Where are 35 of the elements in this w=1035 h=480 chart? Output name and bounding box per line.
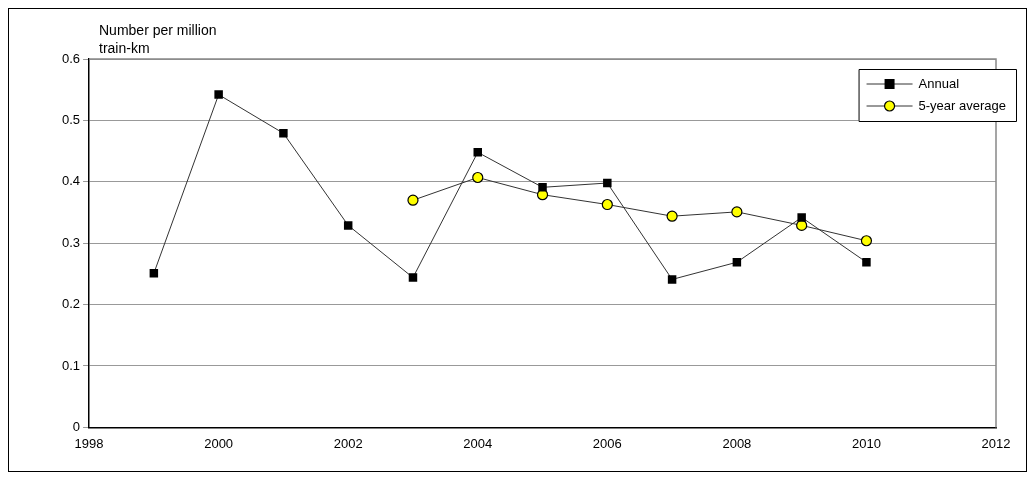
x-tick-label: 2002 xyxy=(333,435,363,451)
point xyxy=(797,213,806,222)
point xyxy=(731,206,743,218)
x-tick-label: 2010 xyxy=(851,435,881,451)
y-tick-label: 0.5 xyxy=(61,111,81,127)
y-tick-label: 0.4 xyxy=(61,173,81,189)
x-tick-label: 2008 xyxy=(722,435,752,451)
legend-label: Annual xyxy=(918,75,960,91)
point xyxy=(538,183,547,192)
y-tick-label: 0.3 xyxy=(61,234,81,250)
point xyxy=(149,269,159,278)
point xyxy=(603,178,612,188)
point xyxy=(862,257,871,267)
point xyxy=(860,235,873,247)
point xyxy=(279,129,288,138)
point xyxy=(473,148,482,157)
point xyxy=(407,194,419,206)
legend-label: 5-year average xyxy=(918,97,1007,113)
y-tick-label: 0.1 xyxy=(61,357,81,373)
point xyxy=(667,275,677,284)
point xyxy=(472,171,484,184)
x-tick-label: 2012 xyxy=(981,435,1011,451)
point xyxy=(408,273,418,282)
point xyxy=(214,90,223,99)
x-tick-label: 2004 xyxy=(463,435,493,451)
point xyxy=(601,198,613,211)
x-tick-label: 1998 xyxy=(74,435,104,451)
x-tick-label: 2006 xyxy=(592,435,622,451)
point xyxy=(343,221,353,230)
y-tick-label: 0.2 xyxy=(61,296,81,312)
y-axis-title: Number per million train-km xyxy=(99,21,217,57)
point xyxy=(666,210,678,222)
y-tick-label: 0 xyxy=(72,418,81,434)
y-tick-label: 0.6 xyxy=(61,50,81,66)
x-tick-label: 2000 xyxy=(204,435,234,451)
